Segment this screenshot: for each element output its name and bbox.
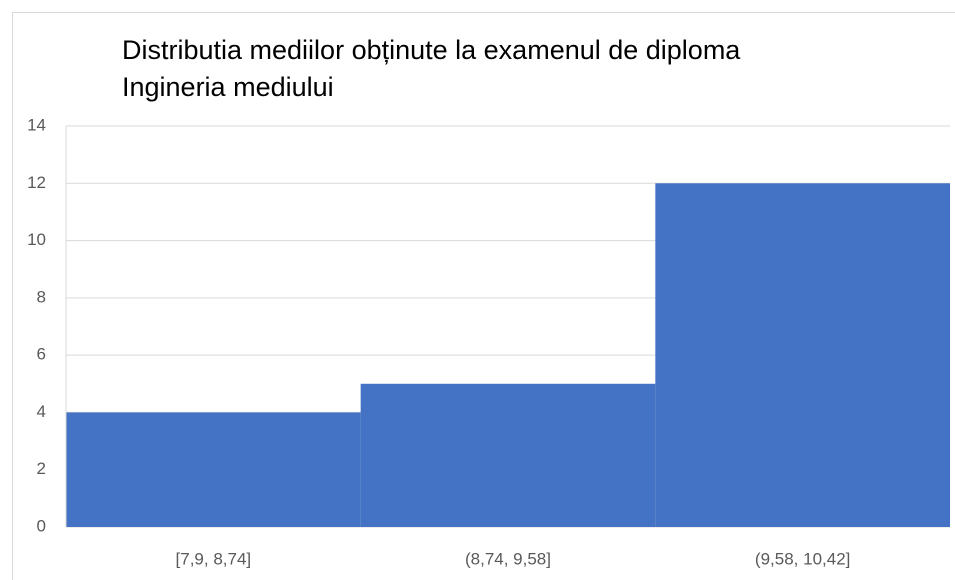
bar bbox=[360, 383, 656, 527]
bar bbox=[655, 183, 950, 528]
chart-title: Distributia mediilor obținute la examenu… bbox=[122, 35, 741, 65]
x-tick-label: (9,58, 10,42] bbox=[755, 549, 850, 568]
y-tick-label: 10 bbox=[27, 230, 46, 249]
x-tick-label: (8,74, 9,58] bbox=[465, 549, 551, 568]
chart-subtitle: Ingineria mediului bbox=[122, 72, 334, 102]
marks bbox=[66, 183, 950, 528]
y-tick-label: 4 bbox=[37, 402, 46, 421]
x-tick-label: [7,9, 8,74] bbox=[176, 549, 252, 568]
y-tick-label: 6 bbox=[37, 345, 46, 364]
bar bbox=[66, 412, 361, 527]
y-tick-label: 8 bbox=[37, 287, 46, 306]
y-tick-label: 0 bbox=[37, 516, 46, 535]
y-tick-label: 12 bbox=[27, 173, 46, 192]
y-tick-label: 14 bbox=[27, 115, 46, 134]
y-tick-label: 2 bbox=[37, 459, 46, 478]
